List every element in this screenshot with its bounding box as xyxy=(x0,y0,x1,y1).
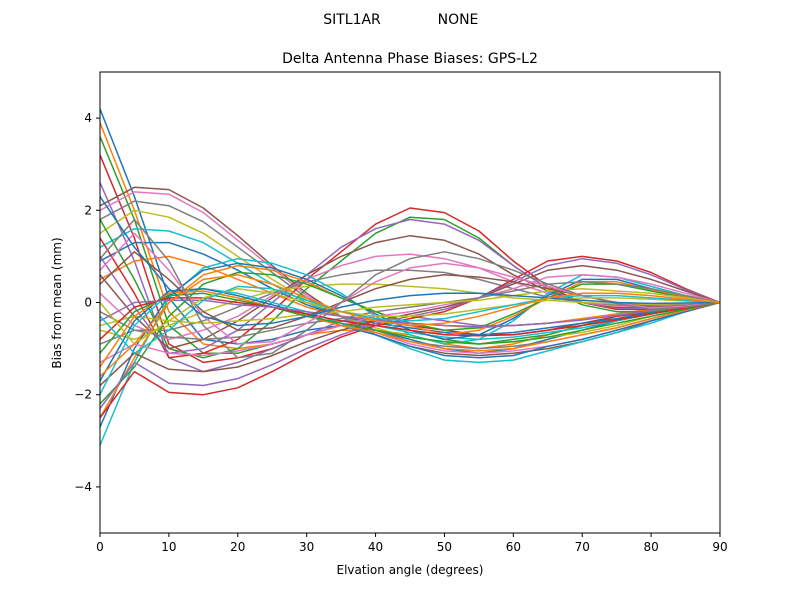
series-line-28 xyxy=(100,281,720,345)
series-line-42 xyxy=(100,274,720,377)
y-axis-ticks: −4 −2 0 2 4 xyxy=(74,111,100,494)
x-tick-label: 10 xyxy=(161,540,176,554)
y-tick-label: −4 xyxy=(74,480,92,494)
series-line-33 xyxy=(100,292,720,354)
x-tick-label: 30 xyxy=(299,540,314,554)
series-line-38 xyxy=(100,218,720,359)
series-line-14 xyxy=(100,207,720,359)
series-line-31 xyxy=(100,287,720,382)
chart-title: Delta Antenna Phase Biases: GPS-L2 xyxy=(282,51,538,67)
plot-frame xyxy=(99,71,721,534)
x-axis-label: Elvation angle (degrees) xyxy=(337,563,484,577)
x-axis-ticks: 0 10 20 30 40 50 60 70 80 90 xyxy=(96,533,728,554)
series-line-32 xyxy=(100,290,720,368)
series-line-40 xyxy=(100,285,720,354)
x-tick-label: 50 xyxy=(437,540,452,554)
series-lines xyxy=(100,108,720,446)
series-line-13 xyxy=(100,216,720,359)
x-tick-label: 0 xyxy=(96,540,104,554)
series-line-18 xyxy=(100,269,720,331)
series-line-11 xyxy=(100,241,720,336)
series-line-27 xyxy=(100,274,720,364)
series-line-41 xyxy=(100,196,720,327)
series-line-15 xyxy=(100,218,720,354)
x-tick-label: 70 xyxy=(575,540,590,554)
suptitle-right: NONE xyxy=(438,12,479,28)
x-tick-label: 40 xyxy=(368,540,383,554)
series-line-29 xyxy=(100,287,720,327)
x-tick-label: 60 xyxy=(506,540,521,554)
y-tick-label: −2 xyxy=(74,388,92,402)
series-line-26 xyxy=(100,264,720,387)
suptitle-left: SITL1AR xyxy=(323,12,381,28)
x-tick-label: 90 xyxy=(712,540,727,554)
y-axis-label: Bias from mean (mm) xyxy=(50,237,64,368)
series-line-17 xyxy=(100,253,720,341)
series-line-10 xyxy=(100,227,720,341)
series-line-39 xyxy=(100,287,720,345)
y-tick-label: 0 xyxy=(84,296,92,310)
y-tick-label: 4 xyxy=(84,111,92,125)
x-tick-label: 20 xyxy=(230,540,245,554)
x-tick-label: 80 xyxy=(643,540,658,554)
y-tick-label: 2 xyxy=(84,203,92,217)
series-line-24 xyxy=(100,255,720,419)
